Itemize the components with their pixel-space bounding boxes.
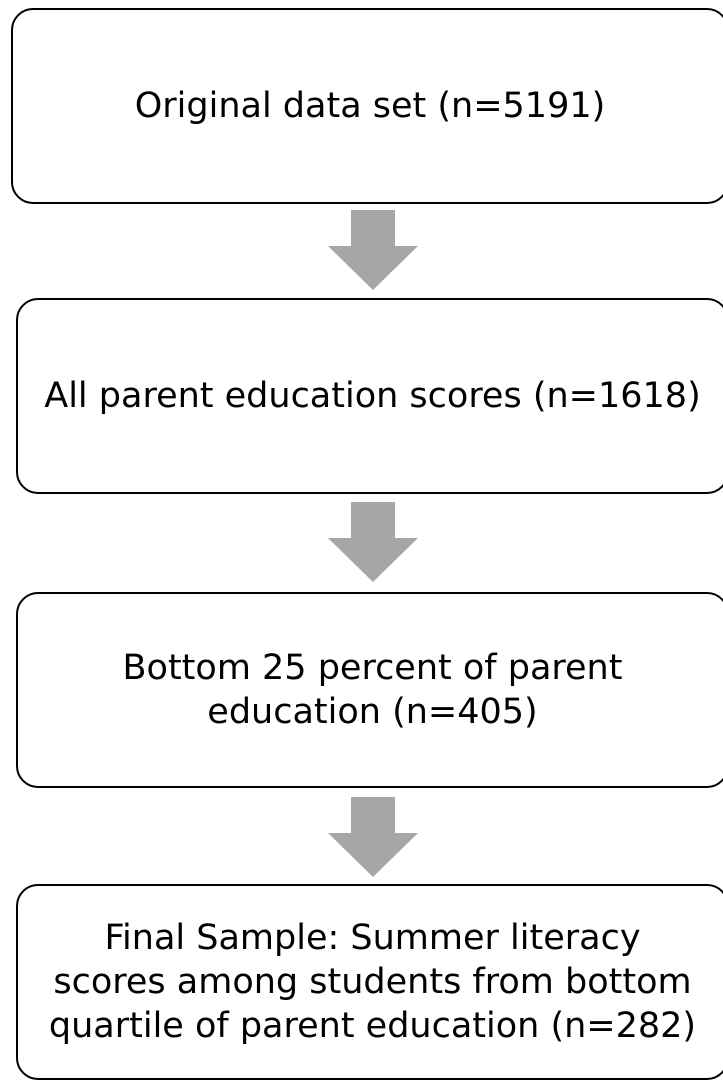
step-all-parent-education-scores: All parent education scores (n=1618) xyxy=(16,298,723,494)
step-label: Bottom 25 percent of parent education (n… xyxy=(122,648,623,732)
step-label: Final Sample: Summer literacy scores amo… xyxy=(48,918,697,1046)
down-arrow-icon xyxy=(328,502,418,582)
step-bottom-25-percent: Bottom 25 percent of parent education (n… xyxy=(16,592,723,788)
down-arrow-icon xyxy=(328,797,418,877)
step-final-sample: Final Sample: Summer literacy scores amo… xyxy=(16,884,723,1080)
down-arrow-icon xyxy=(328,210,418,290)
step-original-data-set: Original data set (n=5191) xyxy=(11,8,723,204)
step-label: Original data set (n=5191) xyxy=(134,86,606,126)
step-label: All parent education scores (n=1618) xyxy=(44,376,701,416)
